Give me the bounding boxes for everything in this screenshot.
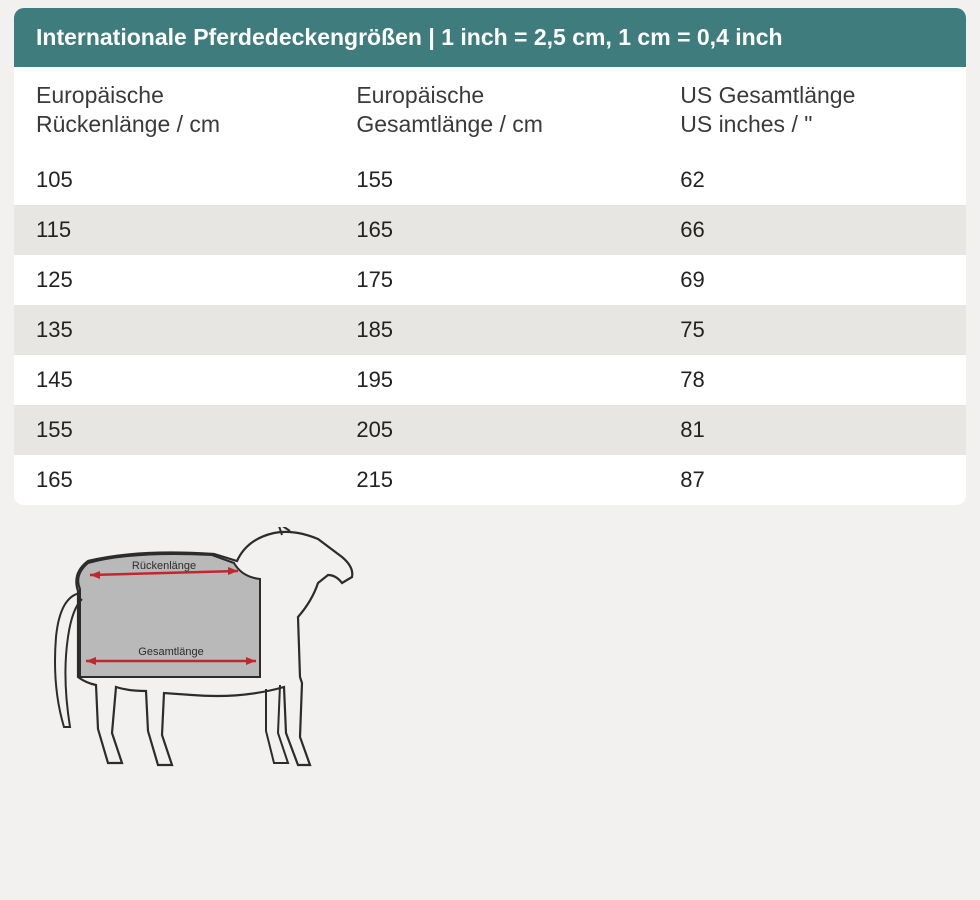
table-row: 14519578 <box>14 355 966 405</box>
table-row: 13518575 <box>14 305 966 355</box>
table-cell: 62 <box>658 155 966 205</box>
table-cell: 185 <box>334 305 658 355</box>
table-cell: 81 <box>658 405 966 455</box>
table-header-row: EuropäischeRückenlänge / cm EuropäischeG… <box>14 67 966 155</box>
size-table-card: Internationale Pferdedeckengrößen | 1 in… <box>14 8 966 505</box>
table-cell: 215 <box>334 455 658 505</box>
table-cell: 155 <box>14 405 334 455</box>
table-cell: 195 <box>334 355 658 405</box>
label-total-length: Gesamtlänge <box>138 646 203 658</box>
table-cell: 78 <box>658 355 966 405</box>
table-cell: 165 <box>334 205 658 255</box>
table-cell: 135 <box>14 305 334 355</box>
col-header-us-inches: US GesamtlängeUS inches / " <box>658 67 966 155</box>
table-cell: 175 <box>334 255 658 305</box>
table-row: 15520581 <box>14 405 966 455</box>
table-cell: 205 <box>334 405 658 455</box>
col-header-back-length: EuropäischeRückenlänge / cm <box>14 67 334 155</box>
col-header-total-length: EuropäischeGesamtlänge / cm <box>334 67 658 155</box>
table-cell: 155 <box>334 155 658 205</box>
table-row: 16521587 <box>14 455 966 505</box>
table-row: 10515562 <box>14 155 966 205</box>
table-cell: 105 <box>14 155 334 205</box>
size-table: EuropäischeRückenlänge / cm EuropäischeG… <box>14 67 966 505</box>
table-cell: 125 <box>14 255 334 305</box>
label-back-length: Rückenlänge <box>132 560 196 572</box>
table-body: 1051556211516566125175691351857514519578… <box>14 155 966 505</box>
table-cell: 87 <box>658 455 966 505</box>
table-cell: 75 <box>658 305 966 355</box>
table-cell: 145 <box>14 355 334 405</box>
table-row: 11516566 <box>14 205 966 255</box>
table-cell: 115 <box>14 205 334 255</box>
horse-diagram: Rückenlänge Gesamtlänge <box>42 527 966 787</box>
table-cell: 66 <box>658 205 966 255</box>
table-row: 12517569 <box>14 255 966 305</box>
table-cell: 69 <box>658 255 966 305</box>
table-title: Internationale Pferdedeckengrößen | 1 in… <box>14 8 966 67</box>
table-cell: 165 <box>14 455 334 505</box>
